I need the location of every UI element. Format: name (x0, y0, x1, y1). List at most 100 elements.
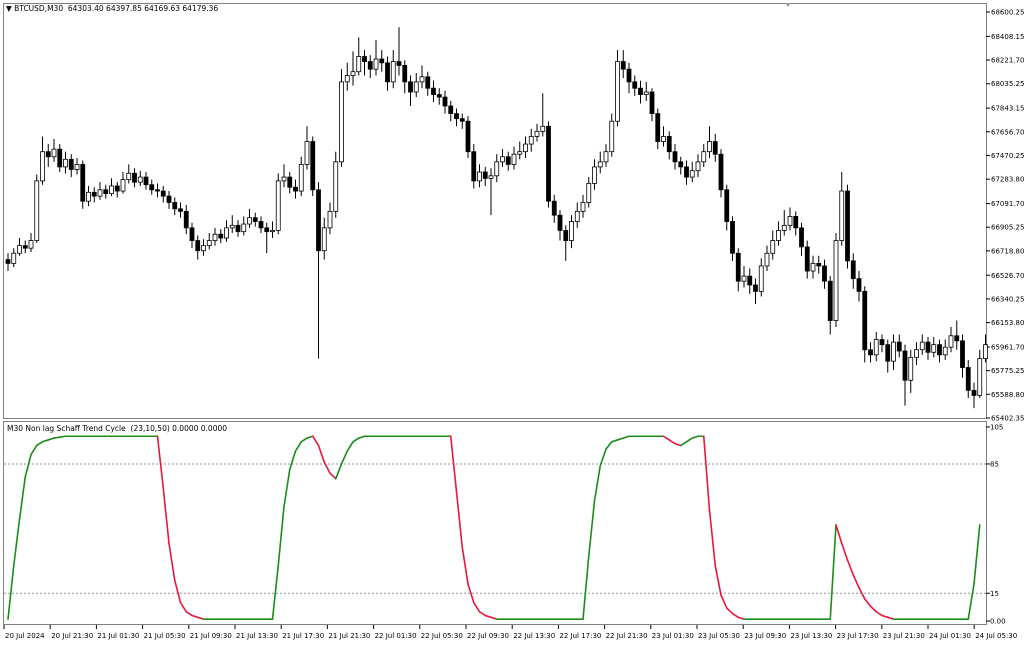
stc-segment (674, 442, 682, 447)
stc-segment (323, 461, 331, 474)
price-tick-label: 65402.35 (991, 415, 1024, 423)
bull-candle (511, 153, 517, 165)
price-tick-label: 68221.70 (991, 57, 1024, 65)
bull-candle (586, 183, 592, 203)
bull-candle (580, 202, 586, 212)
bull-candle (776, 230, 781, 241)
triangle-down-icon[interactable]: ▼ (6, 4, 15, 13)
bear-candle (557, 214, 563, 231)
bear-candle (655, 113, 661, 142)
price-tick-label: 67656.70 (991, 128, 1024, 136)
bear-candle (546, 125, 551, 202)
bull-candle (327, 210, 333, 229)
stc-segment (720, 594, 728, 609)
bull-candle (891, 341, 896, 362)
bear-candle (856, 278, 862, 292)
bull-candle (931, 344, 937, 353)
bull-candle (126, 172, 132, 181)
bear-candle (672, 151, 678, 163)
stc-segment (737, 616, 745, 620)
bull-candle (413, 81, 419, 93)
bear-candle (183, 210, 189, 229)
bull-candle (137, 176, 143, 183)
bull-candle (270, 230, 275, 233)
bull-candle (51, 148, 57, 158)
bear-candle (402, 64, 408, 83)
stc-segment (708, 509, 717, 567)
bull-candle (63, 158, 68, 168)
stc-segment (352, 437, 360, 443)
stc-segment (973, 524, 981, 585)
stc-segment (179, 601, 188, 613)
bull-candle (528, 136, 534, 145)
bear-candle (396, 61, 402, 66)
stc-segment (668, 439, 676, 445)
bear-candle (367, 61, 373, 70)
bull-candle (592, 166, 597, 184)
bull-candle (609, 120, 615, 153)
symbol-label: BTCUSD,M30 (14, 4, 64, 13)
bear-candle (287, 176, 293, 188)
bear-candle (965, 367, 971, 391)
bull-candle (333, 161, 339, 212)
indicator-pane-frame (3, 421, 987, 625)
bear-candle (626, 68, 632, 83)
bull-candle (373, 58, 379, 70)
stc-segment (300, 437, 308, 443)
bull-candle (787, 216, 793, 226)
indicator-axis: 105 85 15 0.00 (986, 424, 1006, 626)
bear-candle (454, 113, 459, 120)
bull-candle (339, 81, 344, 163)
bear-candle (385, 62, 390, 83)
time-tick-label: 21 Jul 09:30 (190, 632, 232, 640)
bear-candle (425, 76, 431, 89)
stc-segment (691, 435, 699, 439)
bull-candle (810, 263, 816, 272)
time-tick-label: 22 Jul 09:30 (467, 632, 509, 640)
stc-segment (449, 435, 458, 493)
bear-candle (649, 91, 655, 114)
bull-candle (321, 227, 327, 252)
bear-candle (753, 284, 758, 292)
price-axis: 68600.25 68408.15 68221.70 68035.25 67843.15… (986, 9, 1024, 423)
stc-segment (679, 440, 688, 447)
bull-candle (275, 180, 281, 231)
bull-candle (523, 143, 528, 153)
bear-candle (91, 191, 97, 197)
bull-candle (534, 130, 540, 137)
bear-candle (465, 120, 471, 153)
bear-candle (666, 136, 672, 153)
stc-segment (490, 616, 498, 620)
price-pane-frame (3, 3, 987, 419)
bear-candle (718, 153, 724, 191)
stc-segment (467, 583, 475, 604)
bull-candle (28, 240, 34, 249)
bull-candle (695, 161, 701, 172)
time-tick-label: 22 Jul 21:30 (606, 632, 648, 640)
bear-candle (149, 184, 155, 191)
time-tick-label: 22 Jul 05:30 (421, 632, 463, 640)
price-tick-label: 67843.15 (991, 105, 1024, 113)
bear-candle (316, 189, 321, 252)
bull-candle (615, 61, 620, 122)
bull-candle (419, 76, 425, 83)
time-tick-label: 23 Jul 21:30 (883, 632, 925, 640)
stc-segment (616, 437, 625, 441)
scroll-marker-icon[interactable] (785, 3, 791, 7)
bear-candle (155, 189, 160, 192)
stc-segment (587, 500, 596, 558)
bull-candle (229, 224, 235, 229)
stc-segment (340, 450, 349, 465)
time-tick-label: 20 Jul 2024 (5, 632, 45, 640)
time-tick-label: 23 Jul 17:30 (837, 632, 879, 640)
bear-candle (730, 221, 735, 254)
bear-candle (850, 260, 856, 280)
stc-segment (610, 439, 619, 443)
bull-candle (494, 161, 500, 177)
time-tick-label: 23 Jul 01:30 (652, 632, 694, 640)
indicator-title: M30 Non lag Schaff Trend Cycle (23,10,50… (7, 424, 228, 433)
bear-candle (143, 176, 149, 186)
time-tick-label: 22 Jul 17:30 (559, 632, 601, 640)
